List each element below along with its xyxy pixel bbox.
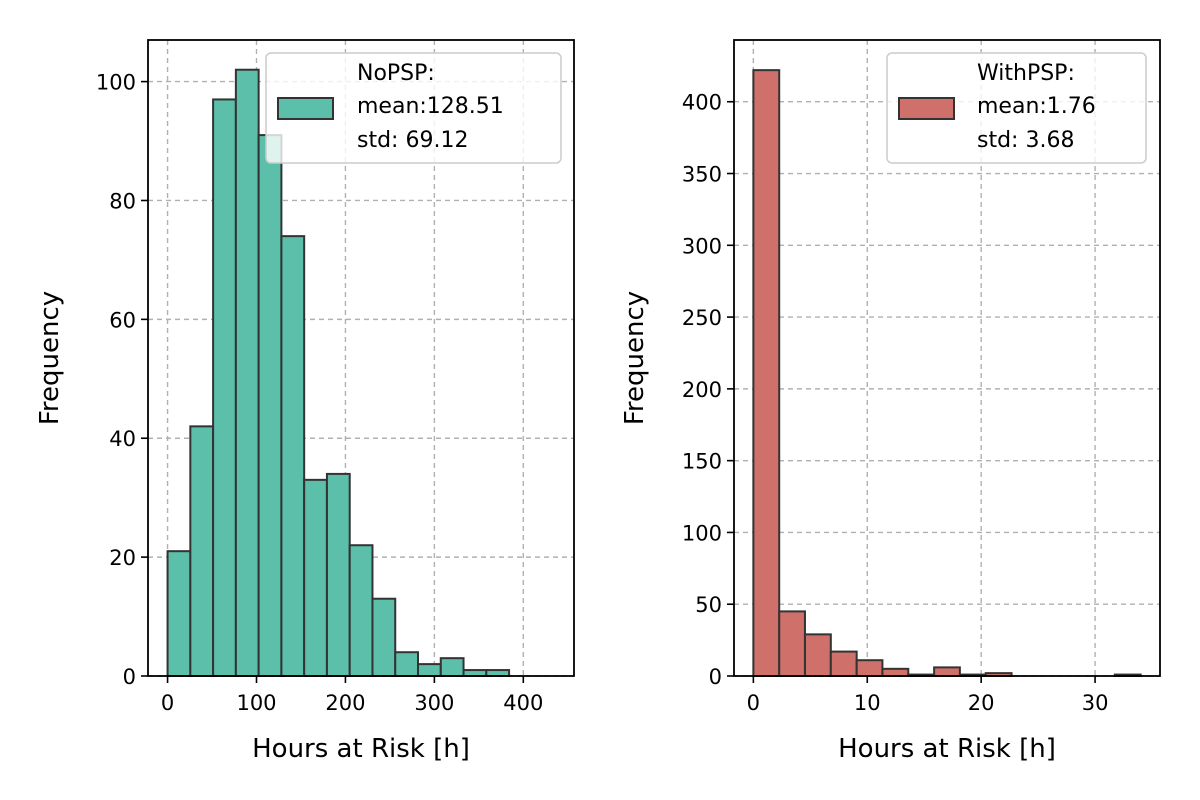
right-legend-swatch bbox=[898, 97, 955, 120]
left-histogram-bar bbox=[371, 597, 397, 677]
right-x-tick-label: 20 bbox=[968, 691, 995, 715]
right-histogram-bar bbox=[855, 659, 884, 678]
left-histogram-bar bbox=[303, 478, 328, 677]
left-legend-line-2: mean:128.51 bbox=[357, 94, 504, 119]
left-histogram-bar bbox=[325, 472, 351, 678]
right-histogram-bar bbox=[829, 650, 858, 678]
right-y-axis-label: Frequency bbox=[620, 291, 650, 425]
left-x-tick-label: 100 bbox=[236, 691, 276, 715]
right-legend: WithPSP: mean:1.76 std: 3.68 bbox=[886, 52, 1147, 164]
left-legend-line-3: std: 69.12 bbox=[357, 128, 468, 153]
right-panel: 0 10 20 30 0 50 100 150 200 250 300 350 400 Hours a… bbox=[620, 39, 1161, 764]
left-histogram-bar bbox=[189, 425, 215, 677]
right-legend-line-3: std: 3.68 bbox=[977, 128, 1074, 153]
left-histogram-bar bbox=[439, 657, 465, 677]
left-y-ticks: 0 20 40 60 80 100 bbox=[96, 71, 148, 689]
right-y-tick-label: 250 bbox=[682, 306, 722, 330]
right-x-axis-label: Hours at Risk [h] bbox=[838, 734, 1056, 764]
right-y-tick-label: 200 bbox=[682, 378, 722, 402]
right-y-tick-label: 0 bbox=[709, 665, 722, 689]
right-y-tick-label: 100 bbox=[682, 521, 722, 545]
left-y-tick-label: 60 bbox=[109, 308, 136, 332]
right-y-tick-label: 50 bbox=[695, 593, 722, 617]
left-histogram-bar bbox=[348, 544, 374, 677]
left-histogram-bar bbox=[280, 235, 306, 677]
left-y-tick-label: 40 bbox=[109, 427, 136, 451]
left-plot-frame bbox=[147, 39, 575, 677]
right-x-tick-label: 30 bbox=[1082, 691, 1109, 715]
right-y-tick-label: 400 bbox=[682, 91, 722, 115]
left-y-tick-label: 20 bbox=[109, 546, 136, 570]
right-x-ticks: 0 10 20 30 bbox=[747, 676, 1109, 715]
left-y-axis-label: Frequency bbox=[35, 291, 65, 425]
left-x-tick-label: 300 bbox=[414, 691, 454, 715]
right-plot-frame bbox=[733, 39, 1161, 677]
left-legend-line-1: NoPSP: bbox=[357, 61, 435, 86]
right-histogram-bar bbox=[803, 633, 832, 677]
left-x-tick-label: 400 bbox=[503, 691, 543, 715]
right-x-tick-label: 10 bbox=[854, 691, 881, 715]
left-y-tick-label: 100 bbox=[96, 71, 136, 95]
left-x-axis-label: Hours at Risk [h] bbox=[252, 734, 470, 764]
right-legend-line-1: WithPSP: bbox=[977, 61, 1075, 86]
left-histogram-bar bbox=[417, 663, 442, 677]
right-y-tick-label: 300 bbox=[682, 234, 722, 258]
left-y-tick-label: 0 bbox=[123, 665, 136, 689]
right-bars bbox=[752, 69, 1142, 678]
left-histogram-bar bbox=[234, 68, 260, 678]
right-x-tick-label: 0 bbox=[747, 691, 760, 715]
left-x-tick-label: 200 bbox=[325, 691, 365, 715]
right-histogram-bar bbox=[752, 69, 781, 677]
right-legend-box bbox=[886, 52, 1147, 164]
left-legend: NoPSP: mean:128.51 std: 69.12 bbox=[265, 52, 562, 164]
right-legend-line-2: mean:1.76 bbox=[977, 94, 1096, 119]
right-y-ticks: 0 50 100 150 200 250 300 350 400 bbox=[682, 91, 734, 689]
left-histogram-bar bbox=[257, 134, 283, 678]
right-histogram-bar bbox=[933, 666, 961, 677]
left-legend-box bbox=[265, 52, 562, 164]
left-x-ticks: 0 100 200 300 400 bbox=[161, 676, 543, 715]
left-panel: 0 100 200 300 400 0 20 40 60 80 100 Hours at Risk… bbox=[35, 39, 575, 764]
right-histogram-bar bbox=[881, 667, 910, 677]
right-histogram-bar bbox=[778, 610, 806, 677]
left-histogram-bar bbox=[166, 550, 192, 677]
left-histogram-bar bbox=[394, 651, 420, 678]
left-x-tick-label: 0 bbox=[161, 691, 174, 715]
right-y-tick-label: 150 bbox=[682, 450, 722, 474]
right-y-tick-label: 350 bbox=[682, 163, 722, 187]
left-legend-swatch bbox=[277, 97, 334, 120]
left-y-tick-label: 80 bbox=[109, 189, 136, 213]
left-histogram-bar bbox=[212, 98, 237, 677]
